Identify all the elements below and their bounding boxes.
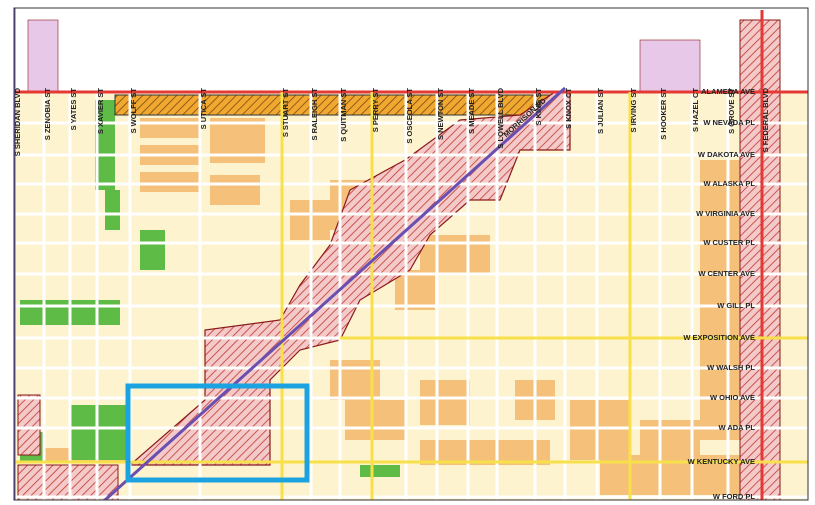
zone-orange	[115, 95, 555, 115]
street-label: W FORD PL	[713, 492, 755, 501]
street-label: S IRVING ST	[629, 88, 638, 133]
street-label: W KENTUCKY AVE	[688, 457, 755, 466]
parcel	[420, 380, 470, 425]
street-label: S PERRY ST	[371, 88, 380, 133]
street-label: ALAMEDA AVE	[701, 87, 755, 96]
street-label: S KNOX CT	[564, 88, 573, 129]
street-label: S WOLFF ST	[129, 88, 138, 134]
street-label: W CENTER AVE	[698, 269, 755, 278]
street-label: S SHERIDAN BLVD	[13, 87, 22, 156]
parcel	[140, 118, 200, 138]
zone-red	[18, 395, 40, 455]
street-label: S LOWELL BLVD	[496, 87, 505, 148]
street-label: S FEDERAL BLVD	[761, 87, 770, 152]
street-label: S OSCEOLA ST	[405, 88, 414, 144]
street-label: S YATES ST	[69, 88, 78, 131]
zone-red	[640, 40, 700, 92]
street-label: S HAZEL CT	[691, 88, 700, 132]
park	[360, 465, 400, 477]
map: S SHERIDAN BLVD S ZENOBIA ST S YATES ST S X…	[0, 0, 815, 505]
street-label: W ADA PL	[718, 423, 755, 432]
street-label: S RALEIGH ST	[310, 88, 319, 141]
street-label: S NEWTON ST	[436, 88, 445, 140]
street-label: W NEVADA PL	[703, 118, 755, 127]
street-label: W DAKOTA AVE	[698, 150, 755, 159]
parcel	[570, 400, 630, 460]
park	[105, 190, 120, 230]
street-label: W CUSTER PL	[703, 238, 755, 247]
street-label: S ZENOBIA ST	[43, 88, 52, 141]
park	[140, 230, 165, 270]
zone-red	[28, 20, 58, 92]
parcel	[420, 235, 490, 275]
street-label: S UTICA ST	[199, 88, 208, 130]
street-label: S STUART ST	[281, 88, 290, 138]
street-label: S MEADE ST	[467, 88, 476, 134]
street-label: W GILL PL	[717, 301, 755, 310]
park	[70, 405, 130, 460]
street-label: S HOOKER ST	[659, 88, 668, 140]
street-label: S XAVIER ST	[96, 88, 105, 135]
street-label: W ALASKA PL	[703, 179, 755, 188]
street-label: W OHIO AVE	[710, 393, 755, 402]
street-label: W VIRGINIA AVE	[696, 209, 755, 218]
map-body	[14, 8, 808, 500]
street-label: S JULIAN ST	[596, 88, 605, 134]
zone-red	[18, 465, 118, 500]
street-label: S QUITMAN ST	[339, 88, 348, 142]
street-label: W EXPOSITION AVE	[683, 333, 755, 342]
street-label: W WALSH PL	[707, 363, 755, 372]
parcel	[210, 175, 260, 205]
parcel	[345, 400, 405, 440]
parcel	[140, 172, 200, 192]
